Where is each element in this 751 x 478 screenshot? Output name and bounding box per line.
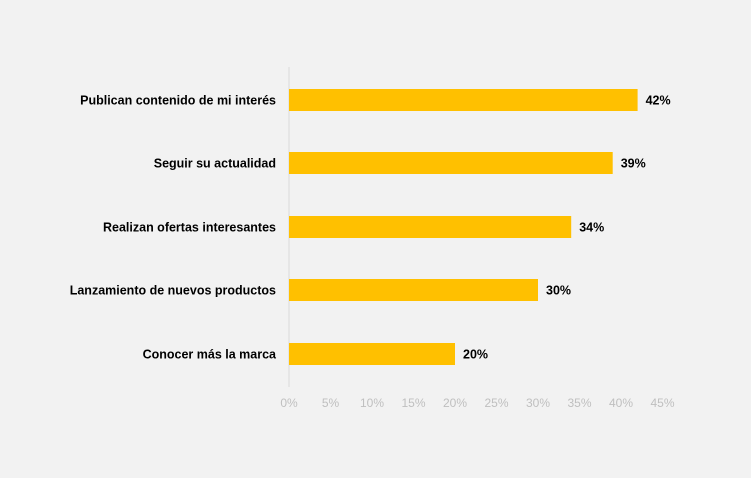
x-tick-label: 30%	[526, 396, 550, 410]
x-tick-label: 10%	[360, 396, 384, 410]
bar	[289, 343, 455, 365]
category-label: Publican contenido de mi interés	[80, 94, 276, 108]
bar	[289, 89, 638, 111]
x-tick-label: 0%	[280, 396, 298, 410]
x-tick-label: 5%	[322, 396, 340, 410]
x-tick-label: 25%	[484, 396, 508, 410]
category-label: Seguir su actualidad	[154, 157, 276, 171]
data-label: 42%	[646, 94, 671, 108]
labels-layer: Publican contenido de mi interés 42% Segui…	[70, 94, 671, 362]
data-label: 30%	[546, 284, 571, 298]
data-label: 34%	[579, 221, 604, 235]
category-label: Lanzamiento de nuevos productos	[70, 284, 276, 298]
x-tick-label: 35%	[567, 396, 591, 410]
bar	[289, 152, 613, 174]
x-tick-label: 40%	[609, 396, 633, 410]
data-label: 39%	[621, 157, 646, 171]
bar	[289, 279, 538, 301]
category-label: Conocer más la marca	[143, 348, 277, 362]
bars-layer	[289, 89, 638, 365]
x-tick-label: 20%	[443, 396, 467, 410]
bar	[289, 216, 572, 238]
data-label: 20%	[463, 348, 488, 362]
x-tick-label: 45%	[650, 396, 674, 410]
x-ticks-layer: 0% 5% 10% 15% 20% 25% 30% 35% 40% 45%	[280, 396, 675, 410]
x-tick-label: 15%	[401, 396, 425, 410]
category-label: Realizan ofertas interesantes	[103, 221, 276, 235]
